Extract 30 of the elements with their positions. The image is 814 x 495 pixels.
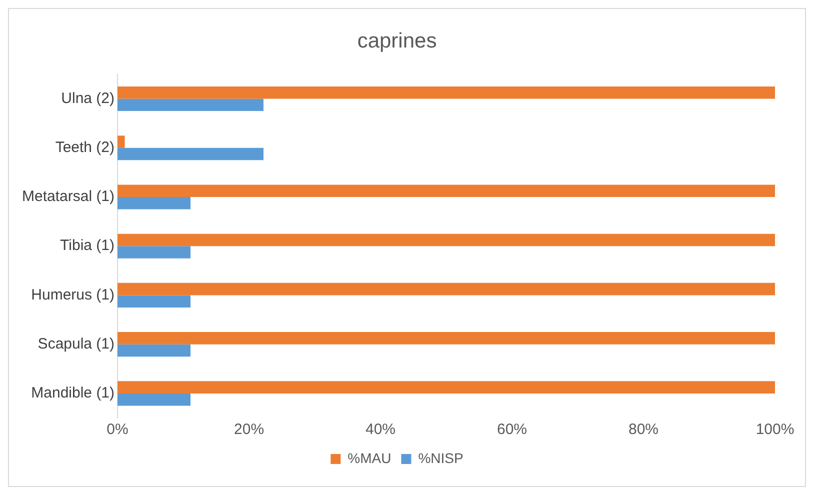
y-tick-label: Tibia (1)	[60, 237, 115, 254]
x-tick-label: 100%	[756, 421, 794, 438]
bar	[118, 282, 775, 296]
bar	[118, 381, 775, 394]
y-tick-label: Teeth (2)	[55, 139, 115, 156]
x-tick-label: 80%	[628, 421, 659, 438]
x-tick-label: 60%	[496, 421, 528, 438]
y-tick-label: Humerus (1)	[31, 286, 115, 304]
legend-label: %NISP	[418, 450, 464, 466]
y-tick-label: Scapula (1)	[38, 335, 115, 352]
bar	[118, 246, 191, 258]
bar	[118, 332, 775, 344]
bar	[118, 148, 264, 160]
x-tick-label: 40%	[366, 421, 396, 438]
y-tick-label: Mandible (1)	[31, 384, 115, 402]
y-tick-label: Metatarsal (1)	[22, 188, 115, 206]
legend-label: %MAU	[348, 450, 392, 466]
bar	[118, 393, 191, 406]
bar	[118, 295, 191, 308]
bar	[118, 234, 775, 246]
bar	[118, 196, 191, 210]
bar	[118, 136, 125, 148]
bar	[118, 98, 264, 112]
x-tick-label: 0%	[106, 421, 128, 438]
bar	[118, 86, 775, 99]
bar	[118, 344, 191, 357]
bar	[118, 184, 775, 197]
x-tick-label: 20%	[234, 421, 264, 438]
chart-title: caprines	[357, 29, 437, 52]
y-tick-label: Ulna (2)	[61, 90, 115, 107]
